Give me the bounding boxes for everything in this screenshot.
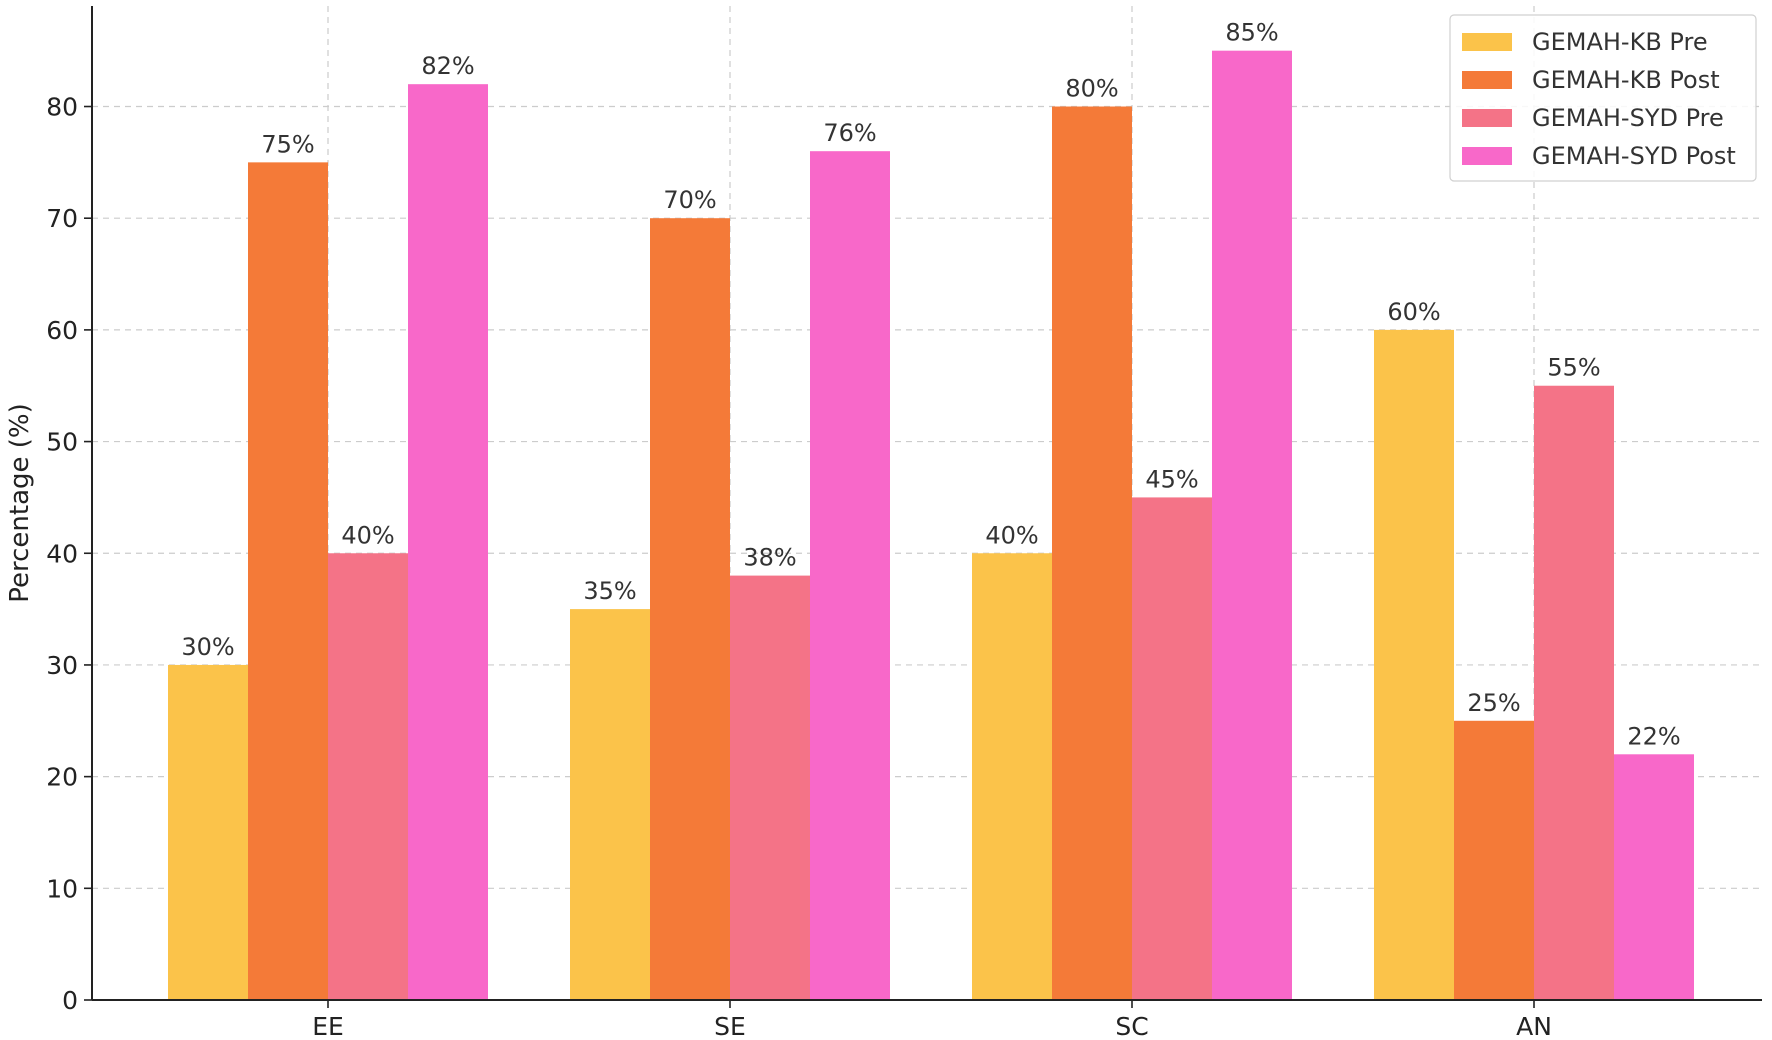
data-label-SC-series-3: 45% bbox=[1145, 465, 1198, 493]
y-tick-label-60: 60 bbox=[46, 316, 78, 345]
bar-AN-series-1 bbox=[1374, 329, 1454, 1000]
bar-SE-series-1 bbox=[570, 609, 650, 1000]
y-axis-label: Percentage (%) bbox=[5, 403, 35, 603]
bar-AN-series-4 bbox=[1614, 754, 1694, 1000]
data-label-EE-series-1: 30% bbox=[181, 633, 234, 661]
legend-frame bbox=[1449, 14, 1757, 182]
legend-swatch-series-4 bbox=[1462, 147, 1512, 165]
bar-SC-series-2 bbox=[1052, 106, 1132, 1001]
y-tick-label-40: 40 bbox=[46, 539, 78, 568]
x-tick-label-EE: EE bbox=[312, 1012, 344, 1040]
data-labels: 30% 35% 40% 60% 75% 70% 80% 25% 40% 38% 45% 55% 82% 7… bbox=[181, 19, 1680, 751]
bar-SC-series-1 bbox=[972, 553, 1052, 1000]
legend: GEMAH-KB Pre GEMAH-KB Post GEMAH-SYD Pre GE… bbox=[1449, 14, 1757, 182]
data-label-SE-series-1: 35% bbox=[583, 577, 636, 605]
data-label-EE-series-2: 75% bbox=[261, 130, 314, 158]
legend-swatch-series-2 bbox=[1462, 71, 1512, 89]
x-axis-ticks: EE SE SC AN bbox=[312, 1000, 1552, 1040]
bar-SC-series-3 bbox=[1132, 497, 1212, 1000]
legend-label-series-2: GEMAH-KB Post bbox=[1532, 66, 1720, 94]
bar-SE-series-3 bbox=[730, 575, 810, 1000]
x-tick-label-SC: SC bbox=[1115, 1012, 1148, 1040]
data-label-SE-series-2: 70% bbox=[663, 186, 716, 214]
bar-EE-series-1 bbox=[168, 664, 248, 1000]
data-label-AN-series-3: 55% bbox=[1547, 354, 1600, 382]
bar-EE-series-3 bbox=[328, 553, 408, 1000]
y-tick-label-50: 50 bbox=[46, 428, 78, 457]
y-tick-label-20: 20 bbox=[46, 763, 78, 792]
legend-swatch-series-3 bbox=[1462, 109, 1512, 127]
bars bbox=[168, 50, 1694, 1001]
axes bbox=[91, 6, 1762, 1001]
bar-EE-series-4 bbox=[408, 84, 488, 1001]
y-tick-label-80: 80 bbox=[46, 93, 78, 122]
data-label-SC-series-1: 40% bbox=[985, 521, 1038, 549]
y-tick-label-30: 30 bbox=[46, 651, 78, 680]
bar-SC-series-4 bbox=[1212, 50, 1292, 1001]
x-tick-label-SE: SE bbox=[714, 1012, 746, 1040]
legend-label-series-1: GEMAH-KB Pre bbox=[1532, 28, 1708, 56]
data-label-SC-series-2: 80% bbox=[1065, 75, 1118, 103]
data-label-SC-series-4: 85% bbox=[1225, 19, 1278, 47]
data-label-AN-series-4: 22% bbox=[1627, 722, 1680, 750]
legend-swatch-series-1 bbox=[1462, 33, 1512, 51]
data-label-AN-series-2: 25% bbox=[1467, 689, 1520, 717]
y-axis-ticks: 0 10 20 30 40 50 60 70 80 bbox=[46, 93, 92, 1015]
y-tick-label-10: 10 bbox=[46, 874, 78, 903]
legend-label-series-3: GEMAH-SYD Pre bbox=[1532, 104, 1724, 132]
y-tick-label-0: 0 bbox=[62, 986, 78, 1015]
bar-AN-series-2 bbox=[1454, 720, 1534, 1000]
bar-AN-series-3 bbox=[1534, 385, 1614, 1000]
bar-SE-series-2 bbox=[650, 218, 730, 1000]
data-label-EE-series-3: 40% bbox=[341, 521, 394, 549]
data-label-SE-series-3: 38% bbox=[743, 544, 796, 572]
data-label-SE-series-4: 76% bbox=[823, 119, 876, 147]
y-tick-label-70: 70 bbox=[46, 204, 78, 233]
bar-EE-series-2 bbox=[248, 162, 328, 1000]
x-tick-label-AN: AN bbox=[1516, 1012, 1552, 1040]
bar-SE-series-4 bbox=[810, 151, 890, 1000]
data-label-AN-series-1: 60% bbox=[1387, 298, 1440, 326]
data-label-EE-series-4: 82% bbox=[421, 52, 474, 80]
legend-label-series-4: GEMAH-SYD Post bbox=[1532, 142, 1736, 170]
